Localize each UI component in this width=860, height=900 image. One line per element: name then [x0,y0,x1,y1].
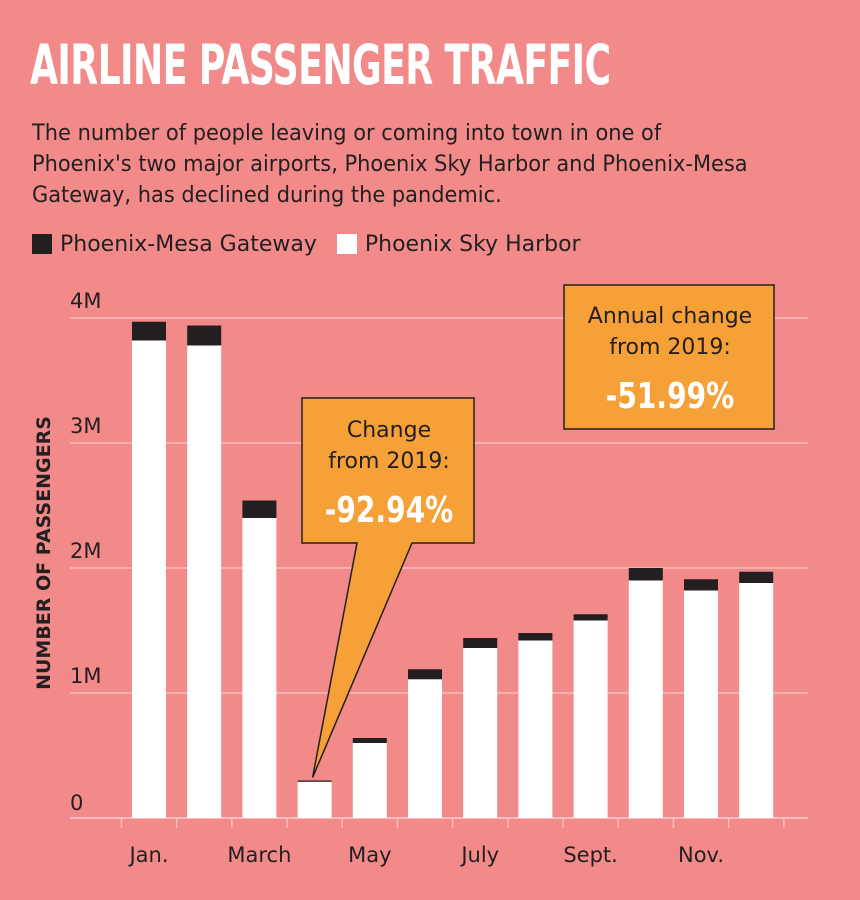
bar-phoenix-sky-harbor [628,580,663,818]
x-tick-label: May [348,843,391,867]
bar-phoenix-mesa-gateway [628,568,663,581]
legend-label-sky-harbor: Phoenix Sky Harbor [364,231,581,257]
y-tick-label: 2M [70,539,101,563]
x-tick-label: Nov. [678,843,724,867]
y-axis-title: NUMBER OF PASSENGERS [33,416,55,690]
bar-phoenix-mesa-gateway [463,638,498,648]
chart-subtitle: The number of people leaving or coming i… [32,120,748,208]
legend-item-mesa-gateway: Phoenix-Mesa Gateway [32,232,317,257]
bar-phoenix-sky-harbor [684,590,718,818]
bar-phoenix-mesa-gateway [352,738,387,743]
callout-april-value: -92.94% [325,489,454,531]
legend-swatch-mesa-gateway [32,234,52,254]
bar-phoenix-sky-harbor [132,340,166,818]
legend-swatch-sky-harbor [336,234,357,254]
y-tick-label: 1M [70,664,101,688]
x-tick-label: July [459,843,499,867]
legend-item-sky-harbor: Phoenix Sky Harbor [336,231,581,257]
x-tick-label: Sept. [563,843,618,867]
callout-april-line1: Change [347,418,431,443]
bar-phoenix-sky-harbor [573,620,608,818]
bar-phoenix-sky-harbor [242,518,277,818]
bar-phoenix-mesa-gateway [242,500,277,518]
bar-phoenix-sky-harbor [352,743,387,818]
bar-phoenix-mesa-gateway [297,780,332,782]
callout-april-line2: from 2019: [328,449,450,474]
callout-annual-line1: Annual change [588,304,752,329]
bar-phoenix-sky-harbor [408,679,442,818]
callout-annual [563,284,775,430]
bar-phoenix-mesa-gateway [739,571,774,583]
bar-phoenix-mesa-gateway [132,321,166,341]
bar-phoenix-sky-harbor [739,583,774,818]
callout-annual-value: -51.99% [606,375,735,417]
bar-phoenix-sky-harbor [187,345,222,818]
bar-phoenix-mesa-gateway [518,633,553,641]
bar-phoenix-sky-harbor [518,640,553,818]
bar-phoenix-mesa-gateway [408,669,442,680]
y-tick-label: 0 [70,791,83,815]
bar-phoenix-mesa-gateway [684,579,718,591]
bar-phoenix-mesa-gateway [573,614,608,621]
callout-annual-line2: from 2019: [609,335,731,360]
bar-phoenix-mesa-gateway [187,325,222,346]
x-tick-label: March [227,843,291,867]
y-tick-label: 4M [70,289,101,313]
chart-legend: Phoenix-Mesa Gateway Phoenix Sky Harbor [32,229,601,259]
bar-phoenix-sky-harbor [297,781,332,818]
bar-phoenix-sky-harbor [463,648,498,818]
x-tick-label: Jan. [127,843,168,867]
chart-title: AIRLINE PASSENGER TRAFFIC [30,33,611,97]
callout-april [301,397,475,778]
legend-label-mesa-gateway: Phoenix-Mesa Gateway [60,231,317,257]
y-tick-label: 3M [70,414,101,438]
